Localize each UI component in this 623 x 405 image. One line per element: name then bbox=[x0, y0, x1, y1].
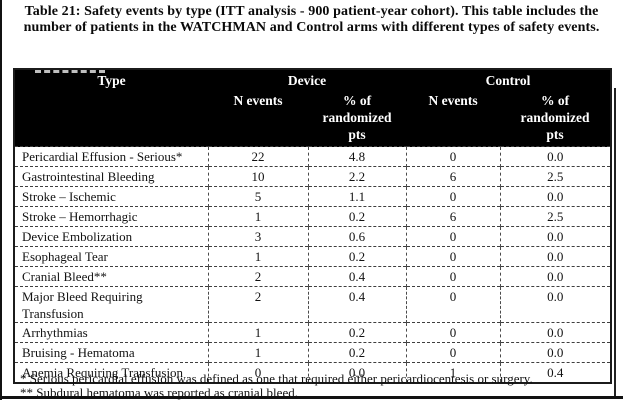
device-n-cell: 1 bbox=[207, 342, 308, 363]
control-n-cell: 0 bbox=[405, 146, 501, 167]
table-row: Stroke – Hemorrhagic 1 0.2 6 2.5 bbox=[14, 206, 612, 227]
column-group-control: Control bbox=[406, 69, 612, 92]
scan-noise-artifact bbox=[35, 70, 105, 73]
device-pct-cell: 0.0 bbox=[307, 362, 407, 383]
device-n-cell: 22 bbox=[207, 146, 308, 167]
device-pct-cell: 4.8 bbox=[307, 146, 407, 167]
table-row: Major Bleed Requiring Transfusion 2 0.4 … bbox=[14, 286, 612, 323]
control-pct-label: % of randomized pts bbox=[520, 93, 590, 142]
device-pct-cell: 1.1 bbox=[307, 186, 407, 207]
event-type-cell: Stroke – Hemorrhagic bbox=[14, 206, 208, 227]
device-pct-cell: 0.6 bbox=[307, 226, 407, 247]
column-header-control-n-events: N events bbox=[406, 92, 501, 147]
control-n-cell: 0 bbox=[405, 342, 501, 363]
control-pct-cell: 0.0 bbox=[499, 186, 612, 207]
event-type-cell: Major Bleed Requiring Transfusion bbox=[14, 286, 208, 323]
device-pct-cell: 0.2 bbox=[307, 342, 407, 363]
footnotes: * Serious pericardial effusion was defin… bbox=[20, 372, 614, 400]
control-pct-cell: 0.0 bbox=[499, 246, 612, 267]
table-row: Device Embolization 3 0.6 0 0.0 bbox=[14, 226, 612, 247]
control-pct-cell: 0.0 bbox=[499, 226, 612, 247]
table-row: Pericardial Effusion - Serious* 22 4.8 0… bbox=[14, 146, 612, 167]
control-n-cell: 6 bbox=[405, 206, 501, 227]
table-row: Anemia Requiring Transfusion 0 0.0 1 0.4 bbox=[14, 362, 612, 383]
device-pct-cell: 2.2 bbox=[307, 166, 407, 187]
event-type-cell: Cranial Bleed** bbox=[14, 266, 208, 287]
column-group-device: Device bbox=[208, 69, 407, 92]
table-caption: Table 21: Safety events by type (ITT ana… bbox=[23, 4, 600, 35]
control-pct-cell: 0.0 bbox=[499, 322, 612, 343]
device-n-cell: 3 bbox=[207, 226, 308, 247]
control-pct-cell: 0.0 bbox=[499, 146, 612, 167]
control-pct-cell: 0.0 bbox=[499, 286, 612, 323]
device-pct-label: % of randomized pts bbox=[322, 93, 392, 142]
page-border-left bbox=[0, 0, 2, 400]
control-pct-cell: 2.5 bbox=[499, 166, 612, 187]
event-type-cell: Anemia Requiring Transfusion bbox=[14, 362, 208, 383]
safety-events-table: Type Device Control N events % of random… bbox=[13, 68, 613, 384]
event-type-cell: Gastrointestinal Bleeding bbox=[14, 166, 208, 187]
device-pct-cell: 0.2 bbox=[307, 322, 407, 343]
event-type-cell: Bruising - Hematoma bbox=[14, 342, 208, 363]
control-pct-cell: 0.0 bbox=[499, 266, 612, 287]
control-n-cell: 0 bbox=[405, 226, 501, 247]
control-n-cell: 0 bbox=[405, 286, 501, 323]
table-row: Bruising - Hematoma 1 0.2 0 0.0 bbox=[14, 342, 612, 363]
footnote-serious-effusion: * Serious pericardial effusion was defin… bbox=[20, 371, 533, 386]
event-type-cell: Esophageal Tear bbox=[14, 246, 208, 267]
event-type-cell: Arrhythmias bbox=[14, 322, 208, 343]
device-n-cell: 2 bbox=[207, 286, 308, 323]
device-pct-cell: 0.4 bbox=[307, 266, 407, 287]
device-pct-cell: 0.4 bbox=[307, 286, 407, 323]
table-row: Gastrointestinal Bleeding 10 2.2 6 2.5 bbox=[14, 166, 612, 187]
device-n-cell: 1 bbox=[207, 246, 308, 267]
page-border-bottom bbox=[0, 396, 623, 399]
control-n-cell: 1 bbox=[405, 362, 501, 383]
footnote-subdural-hematoma: ** Subdural hematoma was reported as cra… bbox=[20, 385, 298, 400]
control-pct-cell: 2.5 bbox=[499, 206, 612, 227]
device-pct-cell: 0.2 bbox=[307, 246, 407, 267]
column-header-type: Type bbox=[14, 69, 208, 147]
table-row: Esophageal Tear 1 0.2 0 0.0 bbox=[14, 246, 612, 267]
device-n-cell: 1 bbox=[207, 206, 308, 227]
table-row: Stroke – Ischemic 5 1.1 0 0.0 bbox=[14, 186, 612, 207]
device-n-cell: 1 bbox=[207, 322, 308, 343]
device-n-cell: 0 bbox=[207, 362, 308, 383]
event-type-cell: Stroke – Ischemic bbox=[14, 186, 208, 207]
device-n-cell: 5 bbox=[207, 186, 308, 207]
control-pct-cell: 0.4 bbox=[499, 362, 612, 383]
column-header-control-pct: % of randomized pts bbox=[500, 92, 612, 147]
table-row: Cranial Bleed** 2 0.4 0 0.0 bbox=[14, 266, 612, 287]
column-header-device-pct: % of randomized pts bbox=[308, 92, 407, 147]
control-pct-cell: 0.0 bbox=[499, 342, 612, 363]
control-n-cell: 6 bbox=[405, 166, 501, 187]
device-pct-cell: 0.2 bbox=[307, 206, 407, 227]
event-type-cell: Pericardial Effusion - Serious* bbox=[14, 146, 208, 167]
table-header: Type Device Control N events % of random… bbox=[14, 69, 612, 147]
device-n-events-label: N events bbox=[233, 93, 283, 108]
control-n-events-label: N events bbox=[428, 93, 478, 108]
device-n-cell: 2 bbox=[207, 266, 308, 287]
table-row: Arrhythmias 1 0.2 0 0.0 bbox=[14, 322, 612, 343]
event-type-cell: Device Embolization bbox=[14, 226, 208, 247]
page-border-right bbox=[614, 88, 616, 399]
control-n-cell: 0 bbox=[405, 186, 501, 207]
device-n-cell: 10 bbox=[207, 166, 308, 187]
control-n-cell: 0 bbox=[405, 246, 501, 267]
column-header-device-n-events: N events bbox=[208, 92, 308, 147]
control-n-cell: 0 bbox=[405, 322, 501, 343]
table-body: Pericardial Effusion - Serious* 22 4.8 0… bbox=[14, 146, 612, 383]
control-n-cell: 0 bbox=[405, 266, 501, 287]
